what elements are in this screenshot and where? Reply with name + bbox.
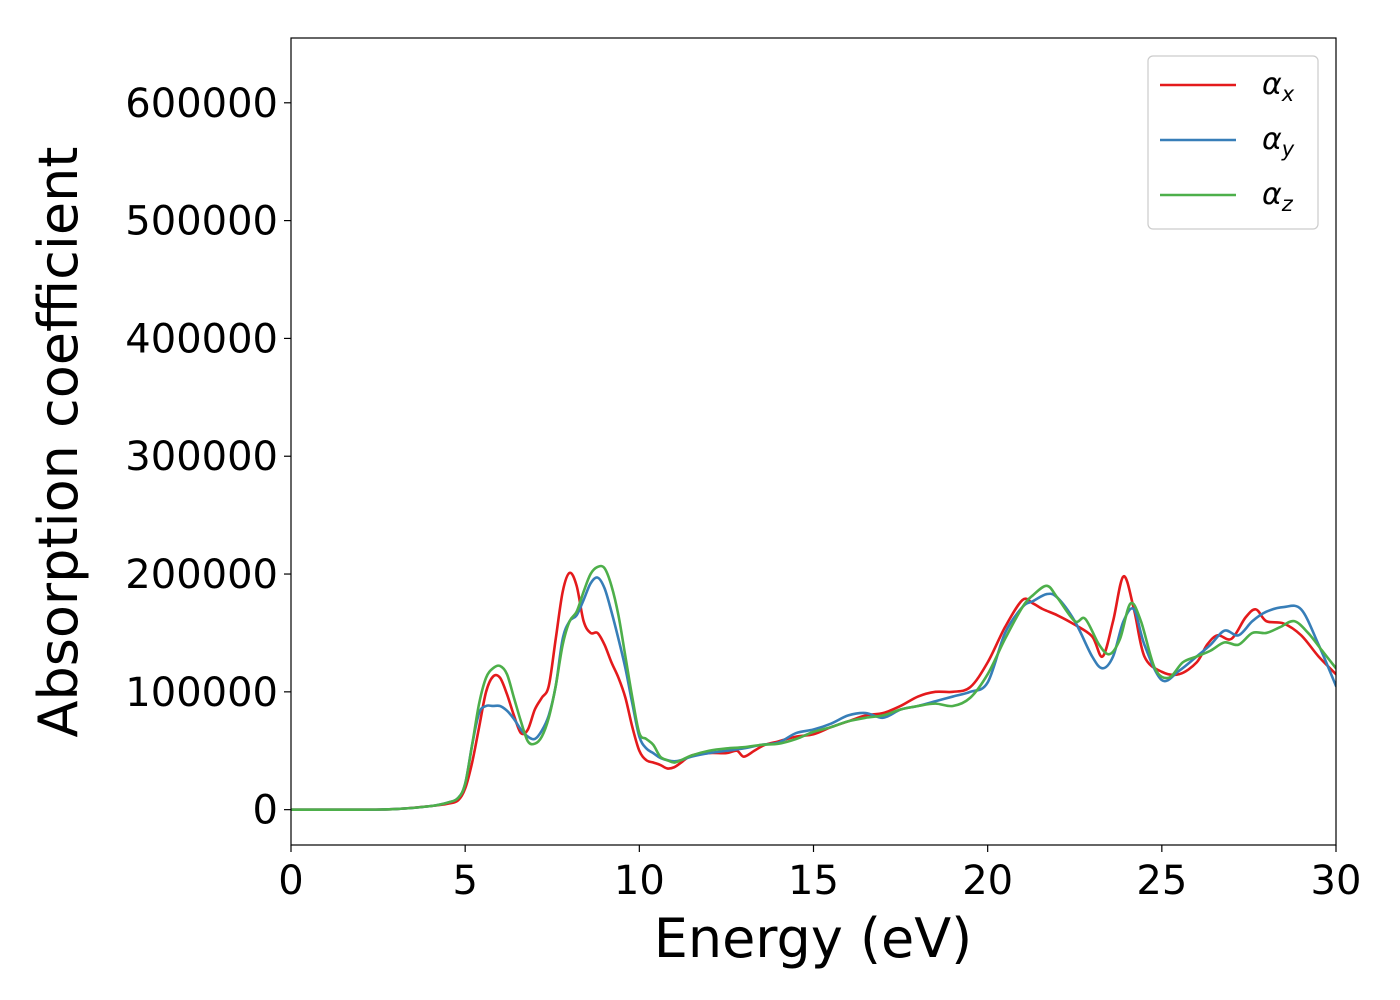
series-line-alpha-x (291, 571, 1336, 812)
x-tick-label: 5 (452, 858, 477, 904)
legend-label-subscript: x (1281, 82, 1295, 106)
legend-box (1147, 55, 1319, 230)
y-tick-label: 200000 (125, 552, 278, 598)
legend-label: αy (1262, 122, 1295, 161)
y-tick-label: 100000 (125, 670, 278, 716)
legend-label: αz (1262, 177, 1294, 216)
y-tick-label: 300000 (125, 434, 278, 480)
y-tick-label: 600000 (125, 81, 278, 127)
x-tick-label: 30 (1311, 858, 1362, 904)
series-line-alpha-z (291, 564, 1336, 812)
y-tick-label: 500000 (125, 199, 278, 245)
y-axis-title: Absorption coefficient (27, 147, 90, 738)
x-tick-label: 20 (962, 858, 1013, 904)
legend-label-subscript: y (1281, 137, 1295, 161)
x-tick-label: 10 (614, 858, 665, 904)
y-axis-ticks: 0 100000 200000 300000 400000 500000 600000 (125, 81, 291, 834)
x-tick-label: 25 (1136, 858, 1187, 904)
legend-label: αx (1262, 67, 1295, 106)
legend-label-symbol: α (1262, 122, 1282, 157)
x-axis-title: Energy (eV) (654, 907, 973, 970)
y-tick-label: 0 (253, 788, 278, 834)
legend-label-subscript: z (1281, 192, 1294, 216)
series-layer (291, 564, 1336, 812)
x-tick-label: 0 (278, 858, 303, 904)
legend-label-symbol: α (1262, 67, 1282, 102)
y-tick-label: 400000 (125, 316, 278, 362)
x-axis-ticks: 0 5 10 15 20 25 30 (278, 845, 1361, 904)
legend-label-symbol: α (1262, 177, 1282, 212)
series-line-alpha-y (291, 576, 1336, 812)
x-tick-label: 15 (788, 858, 839, 904)
